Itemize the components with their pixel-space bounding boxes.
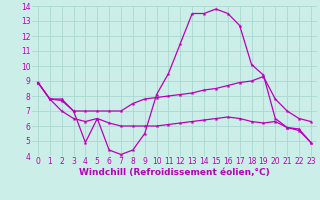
X-axis label: Windchill (Refroidissement éolien,°C): Windchill (Refroidissement éolien,°C): [79, 168, 270, 177]
